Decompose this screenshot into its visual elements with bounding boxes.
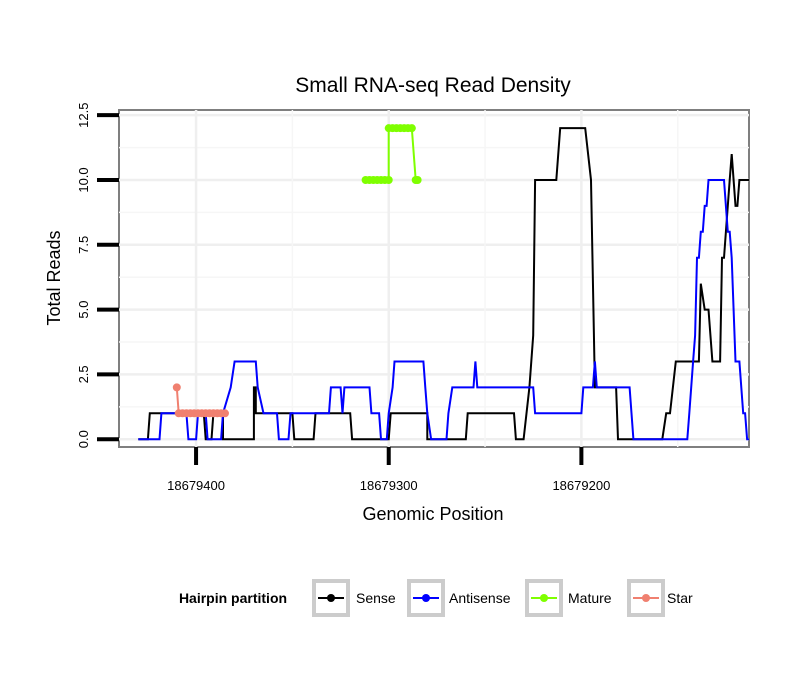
series-line-star	[175, 387, 225, 415]
y-tick-label-3: 7.5	[76, 236, 91, 254]
legend-dot-sense	[327, 594, 335, 602]
y-tick-label-2: 5.0	[76, 301, 91, 319]
y-tick-label-5: 12.5	[76, 103, 91, 128]
legend-label-mature: Mature	[568, 590, 612, 606]
y-axis-label: Total Reads	[44, 230, 64, 325]
y-tick-label-0: 0.0	[76, 430, 91, 448]
x-tick-label-0: 18679400	[167, 478, 225, 493]
legend-dot-star	[642, 594, 650, 602]
y-tick-label-4: 10.0	[76, 167, 91, 192]
grid	[119, 110, 749, 447]
axes: 0.0 2.5 5.0 7.5 10.0 12.5 18679400 18679300 1867…	[76, 103, 610, 493]
series-line-sense	[138, 127, 749, 441]
plot-background	[118, 109, 750, 448]
legend-title: Hairpin partition	[179, 590, 287, 606]
point-star-0	[172, 383, 181, 392]
chart-title: Small RNA-seq Read Density	[295, 74, 571, 97]
legend-dot-antisense	[422, 594, 430, 602]
legend-label-antisense: Antisense	[449, 590, 511, 606]
x-axis-label: Genomic Position	[362, 504, 503, 524]
legend-dot-mature	[540, 594, 548, 602]
legend-label-star: Star	[667, 590, 693, 606]
series-line-antisense	[138, 179, 749, 441]
series-group	[138, 124, 749, 441]
x-tick-label-2: 18679200	[552, 478, 610, 493]
x-tick-label-1: 18679300	[360, 478, 418, 493]
series-line-mature	[365, 127, 418, 181]
y-tick-label-1: 2.5	[76, 365, 91, 383]
legend-label-sense: Sense	[356, 590, 396, 606]
legend: Hairpin partition Sense Antisense Mature St…	[179, 579, 693, 617]
